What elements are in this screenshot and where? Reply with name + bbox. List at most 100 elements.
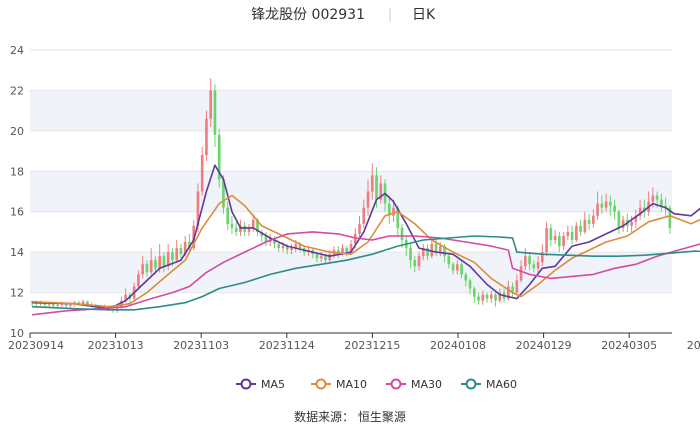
- candle-body: [553, 235, 557, 241]
- candle: [621, 215, 625, 232]
- candle: [587, 213, 591, 230]
- candle-body: [430, 244, 434, 257]
- candle-body: [285, 246, 289, 251]
- candle-body: [545, 227, 548, 253]
- candle: [188, 233, 191, 253]
- series-line-ma5: [32, 164, 700, 310]
- candle: [226, 201, 230, 230]
- candle-body: [575, 225, 578, 241]
- candle: [477, 292, 480, 305]
- candle-body: [64, 303, 68, 306]
- candle-body: [226, 207, 230, 224]
- candle: [553, 229, 557, 245]
- candle: [464, 272, 468, 287]
- chart-legend[interactable]: MA5 MA10 MA30 MA60: [236, 378, 517, 391]
- legend-item-ma30[interactable]: MA30: [386, 378, 442, 391]
- legend-label: MA60: [486, 378, 517, 391]
- candle-body: [234, 227, 238, 232]
- candle-body: [660, 199, 663, 206]
- y-tick-label: 24: [10, 44, 24, 57]
- candle: [562, 231, 565, 251]
- candle-body: [570, 231, 574, 241]
- candle-body: [421, 248, 425, 257]
- candle-body: [417, 256, 421, 267]
- candle-body: [413, 260, 417, 267]
- candle-body: [366, 191, 370, 208]
- candle-body: [162, 256, 166, 267]
- candle-body: [141, 264, 144, 275]
- candle: [536, 256, 540, 273]
- legend-label: MA5: [261, 378, 285, 391]
- legend-marker-icon: [315, 378, 327, 390]
- data-source-note: 数据来源： 恒生聚源: [294, 409, 406, 424]
- candle-body: [621, 219, 625, 228]
- x-axis: 20230914 20231013 20231103 20231124 20231215…: [8, 332, 700, 352]
- candle-body: [256, 219, 259, 232]
- y-tick-label: 10: [10, 327, 24, 340]
- candle-body: [511, 286, 514, 293]
- legend-item-ma10[interactable]: MA10: [311, 378, 367, 391]
- candle: [277, 242, 281, 253]
- candle-body: [47, 303, 51, 305]
- candle-body: [438, 246, 442, 253]
- candle: [511, 282, 514, 297]
- candlestick-series: [30, 78, 672, 313]
- candle-body: [158, 256, 161, 269]
- candle-body: [579, 225, 582, 232]
- legend-label: MA10: [336, 378, 367, 391]
- candle: [417, 252, 421, 271]
- candle-body: [154, 260, 157, 269]
- candle: [570, 225, 574, 245]
- candle-body: [592, 215, 595, 224]
- candle-body: [375, 175, 378, 200]
- legend-item-ma5[interactable]: MA5: [236, 378, 285, 391]
- candle: [558, 231, 561, 253]
- candle-body: [69, 304, 72, 306]
- candle: [149, 248, 153, 275]
- candle-body: [583, 219, 587, 232]
- candle-body: [409, 248, 412, 261]
- candle-body: [396, 207, 400, 228]
- candle-body: [528, 256, 531, 265]
- candle-body: [600, 203, 604, 208]
- grid-band: [30, 171, 672, 212]
- x-tick-label: 20231103: [173, 339, 229, 352]
- y-tick-label: 20: [10, 125, 24, 138]
- candle-body: [324, 256, 327, 261]
- candle: [175, 240, 179, 263]
- candle-body: [655, 195, 659, 200]
- candle: [421, 244, 425, 261]
- candle-body: [587, 219, 591, 224]
- candle: [638, 199, 642, 220]
- candle: [609, 195, 612, 216]
- candle-body: [205, 118, 208, 156]
- candle-body: [596, 203, 599, 216]
- chart-title-period: 日K: [412, 7, 436, 23]
- moving-average-lines: [32, 164, 700, 316]
- candle-body: [541, 252, 544, 263]
- candle-body: [489, 294, 493, 299]
- candle-body: [239, 225, 242, 232]
- candle-body: [434, 244, 438, 253]
- candle: [200, 147, 204, 196]
- candle: [205, 110, 208, 162]
- candle-body: [638, 207, 642, 216]
- legend-item-ma60[interactable]: MA60: [461, 378, 517, 391]
- candle-body: [294, 244, 298, 249]
- candle: [426, 244, 429, 261]
- chart-background-bands: [30, 90, 672, 293]
- candle: [409, 244, 412, 269]
- candle-body: [52, 303, 55, 306]
- candle-body: [196, 191, 200, 226]
- candle-body: [664, 205, 667, 208]
- candle: [481, 290, 485, 305]
- candle-body: [188, 242, 191, 249]
- candle-body: [260, 231, 264, 236]
- candle-body: [370, 175, 374, 192]
- candle-body: [460, 264, 463, 275]
- candle: [234, 221, 238, 236]
- candle: [413, 256, 417, 273]
- candle-body: [56, 304, 59, 306]
- candle: [549, 223, 553, 247]
